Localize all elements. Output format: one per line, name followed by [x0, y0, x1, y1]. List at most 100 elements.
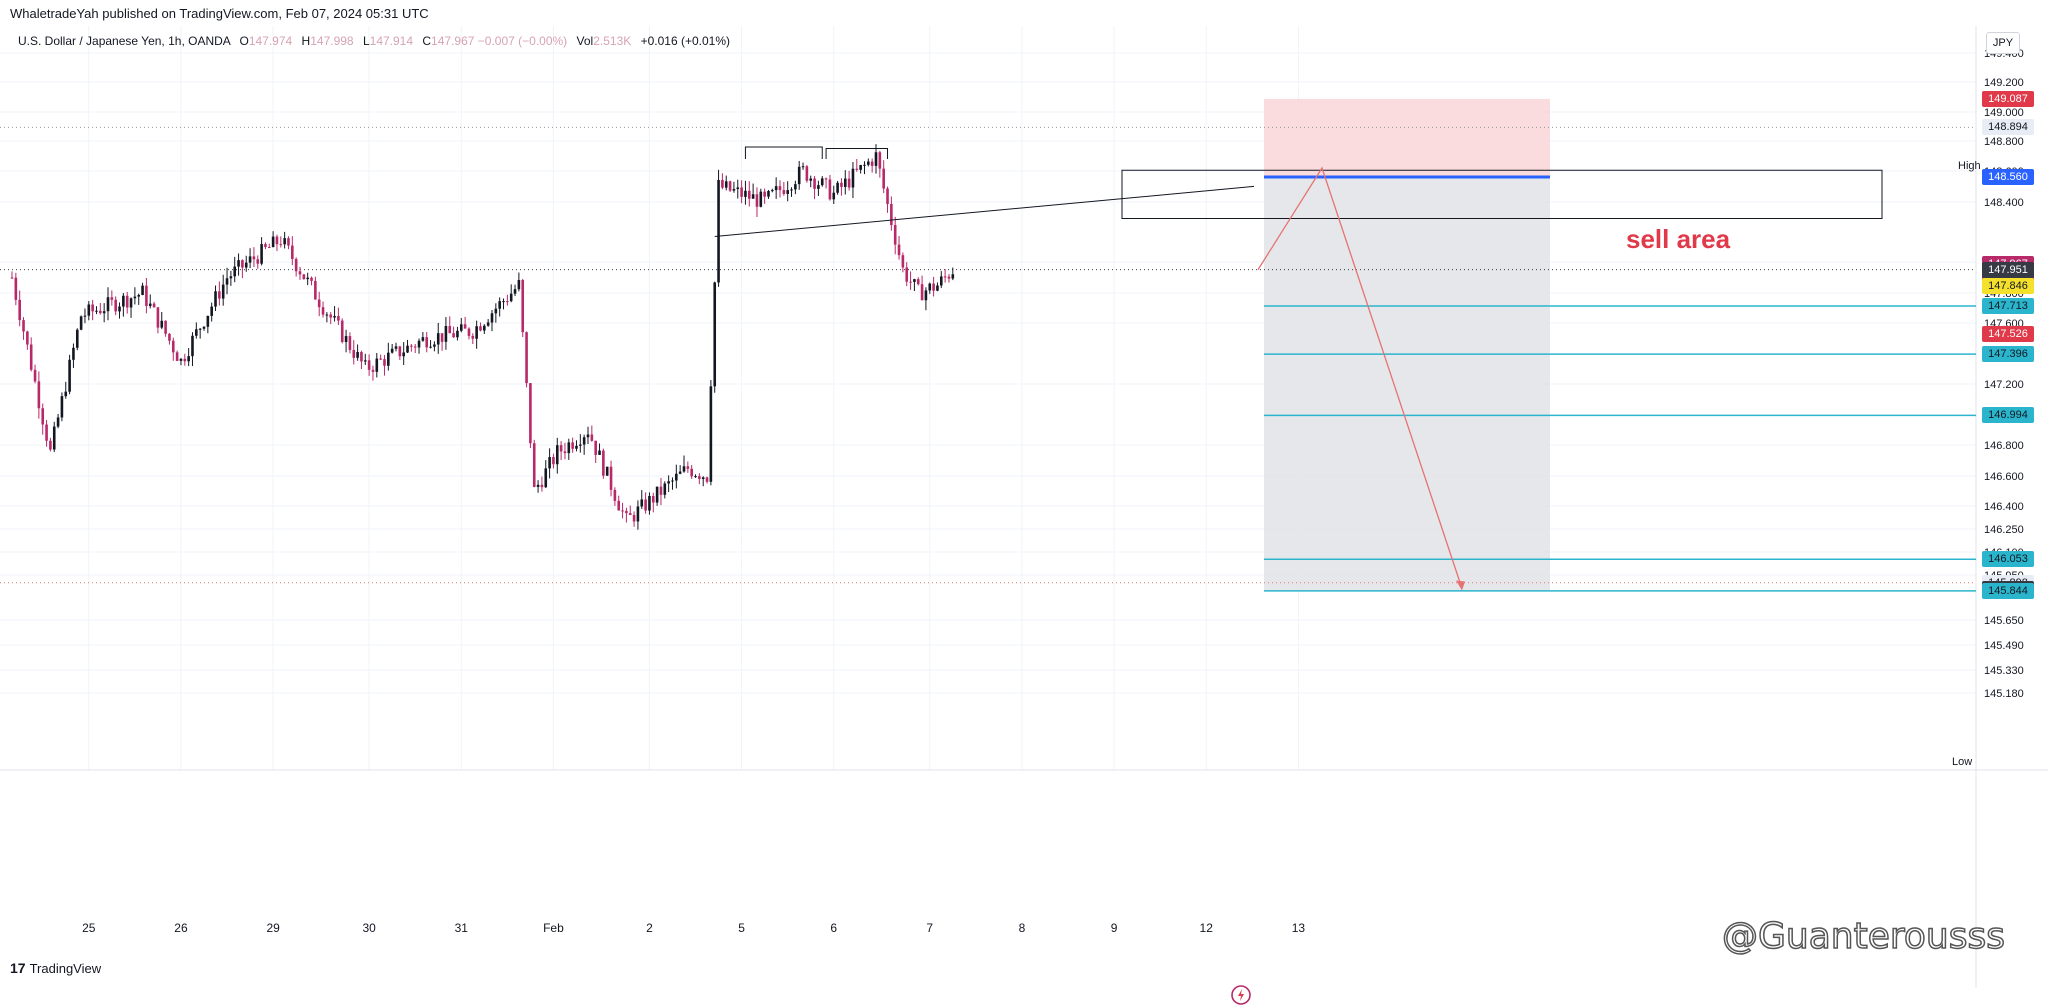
lightning-icon[interactable] [1230, 984, 1252, 1006]
candle-body [613, 489, 617, 501]
candle-body [667, 481, 670, 484]
candle-body [410, 345, 413, 347]
projection-path [1257, 166, 1463, 589]
candle-body [241, 260, 244, 268]
candle-body [490, 313, 494, 323]
candle-body [701, 477, 705, 479]
candle-body [740, 187, 743, 197]
candle-body [732, 189, 736, 191]
candle-body [164, 320, 167, 334]
candle-body [436, 333, 440, 345]
candle-body [210, 306, 213, 316]
candle-body [129, 298, 133, 308]
candle-body [951, 274, 955, 279]
candle-body [709, 386, 713, 482]
price-tag: 146.053 [1982, 551, 2034, 568]
candle-body [413, 346, 417, 348]
candle-body [417, 340, 421, 348]
candle-body [152, 303, 156, 308]
candle-body [218, 291, 221, 299]
candle-body [794, 184, 797, 190]
candle-body [694, 476, 697, 478]
candle-body [548, 456, 551, 469]
x-tick-label: 30 [362, 921, 376, 935]
candle-body [221, 284, 225, 299]
candle-body [375, 358, 379, 372]
candle-body [644, 499, 647, 511]
candle-body [344, 336, 348, 343]
candle-body [14, 277, 18, 300]
candle-body [479, 326, 482, 331]
candle-body [64, 391, 68, 397]
candle-body [56, 417, 60, 427]
candle-body [801, 166, 805, 168]
candle-body [106, 297, 110, 312]
x-tick-label: 9 [1111, 921, 1118, 935]
candle-body [483, 325, 486, 331]
candle-body [820, 178, 824, 186]
candle-body [406, 345, 409, 353]
candle-body [494, 308, 498, 314]
candle-body [302, 274, 306, 280]
currency-button[interactable]: JPY [1986, 32, 2020, 54]
candle-body [279, 244, 283, 246]
candle-body [651, 495, 655, 503]
watermark-text: @Guanterousss [1721, 915, 2005, 958]
candle-body [79, 316, 83, 330]
candle-body [321, 307, 325, 315]
candle-body [598, 450, 601, 455]
high-label: H [301, 34, 311, 48]
candle-body [433, 344, 436, 347]
candle-body [617, 500, 621, 511]
candle-body [91, 304, 94, 312]
candle-body [467, 328, 471, 336]
candles [10, 144, 955, 530]
candle-body [721, 179, 724, 188]
candle-body [859, 165, 862, 170]
price-chart[interactable]: 149.400149.200149.000148.800148.600148.4… [0, 26, 2048, 988]
high-value: 147.998 [310, 34, 354, 48]
tradingview-brand: TradingView [29, 960, 102, 976]
candle-body [724, 181, 728, 188]
candle-body [678, 471, 682, 474]
price-tag: 145.844 [1982, 582, 2034, 599]
take-profit-zone [1264, 177, 1550, 591]
candle-body [744, 190, 747, 197]
x-tick-label: 29 [266, 921, 280, 935]
candle-body [402, 352, 405, 357]
candle-body [10, 277, 14, 279]
y-tick-label: 146.800 [1984, 440, 2024, 452]
price-tag: 146.994 [1982, 407, 2034, 424]
candle-body [179, 358, 183, 361]
candle-body [137, 294, 141, 297]
candle-body [901, 255, 905, 268]
candle-body [932, 283, 935, 291]
candle-body [632, 514, 636, 522]
candle-body [874, 152, 878, 166]
candle-body [705, 477, 709, 482]
candle-body [133, 296, 137, 299]
candle-body [49, 440, 52, 450]
candle-body [18, 299, 21, 321]
candle-body [141, 285, 144, 295]
candle-body [68, 359, 71, 392]
candle-body [563, 451, 567, 454]
candle-body [609, 466, 613, 490]
tradingview-logo[interactable]: 17 TradingView [10, 960, 101, 976]
chart-area[interactable]: 149.400149.200149.000148.800148.600148.4… [0, 26, 2048, 988]
x-tick-label: 5 [738, 921, 745, 935]
candle-body [797, 166, 801, 185]
candle-body [125, 295, 129, 308]
candle-body [786, 190, 789, 194]
candle-body [356, 352, 359, 358]
candle-body [659, 486, 663, 495]
candle-body [870, 161, 874, 166]
candle-body [924, 290, 928, 301]
candle-body [675, 473, 678, 481]
close-value: 147.967 [431, 34, 475, 48]
candle-body [525, 332, 528, 384]
volume-value: 2.513K [593, 34, 632, 48]
double-top-bracket-2 [825, 148, 889, 159]
candle-body [340, 320, 344, 343]
candle-body [698, 476, 701, 479]
